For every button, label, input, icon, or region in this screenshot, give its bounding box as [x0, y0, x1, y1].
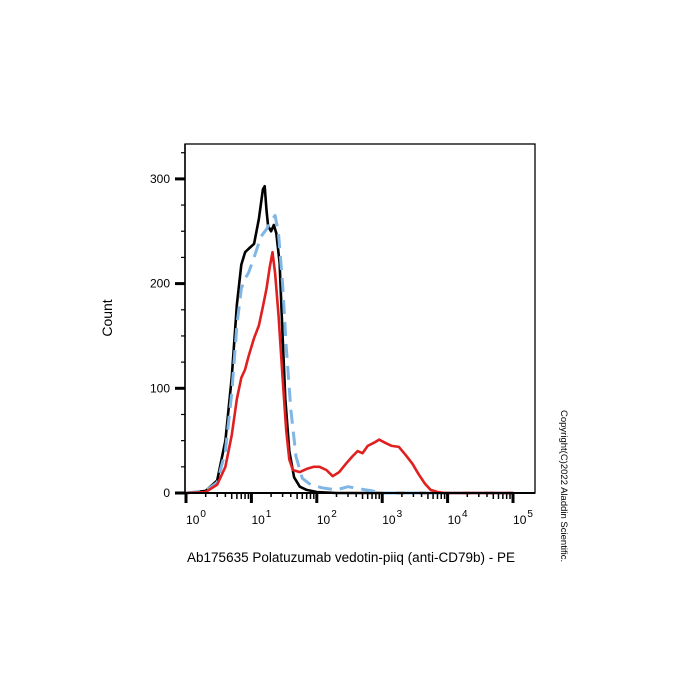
x-tick-base: 10 [382, 513, 396, 527]
x-tick-label: 105 [513, 509, 533, 527]
x-tick-exponent: 2 [331, 509, 337, 520]
plot-area [184, 143, 536, 495]
x-tick-label: 102 [317, 509, 337, 527]
y-axis-title: Count [99, 299, 115, 336]
x-tick-exponent: 5 [527, 509, 533, 520]
x-tick-base: 10 [186, 513, 200, 527]
x-tick-exponent: 4 [462, 509, 468, 520]
x-tick-exponent: 1 [266, 509, 272, 520]
x-tick-exponent: 3 [397, 509, 403, 520]
x-tick-label: 103 [382, 509, 402, 527]
y-tick-label: 0 [163, 486, 170, 500]
x-axis-title: Ab175635 Polatuzumab vedotin-piiq (anti-… [187, 550, 515, 565]
red-histogram-line [184, 250, 515, 495]
x-axis: 100 101 102 103 104 105 [182, 492, 535, 527]
y-tick-label: 200 [150, 277, 170, 291]
x-tick-base: 10 [317, 513, 331, 527]
x-tick-base: 10 [448, 513, 462, 527]
y-tick-label: 300 [150, 172, 170, 186]
y-tick-label: 100 [150, 381, 170, 395]
y-ticks: 0 100 200 300 [150, 152, 185, 500]
x-tick-exponent: 0 [200, 509, 206, 520]
x-ticks: 100 101 102 103 104 105 [184, 493, 533, 527]
y-axis: 0 100 200 300 [150, 144, 186, 500]
copyright-text: Copyright(C)2022 Aladdin Scientific. [558, 410, 569, 562]
blue-dashed-histogram-line [185, 214, 513, 495]
x-tick-label: 101 [251, 509, 271, 527]
x-tick-label: 104 [448, 509, 468, 527]
x-tick-base: 10 [513, 513, 527, 527]
x-tick-base: 10 [251, 513, 265, 527]
x-tick-label: 100 [186, 509, 206, 527]
series-layer [184, 184, 515, 495]
